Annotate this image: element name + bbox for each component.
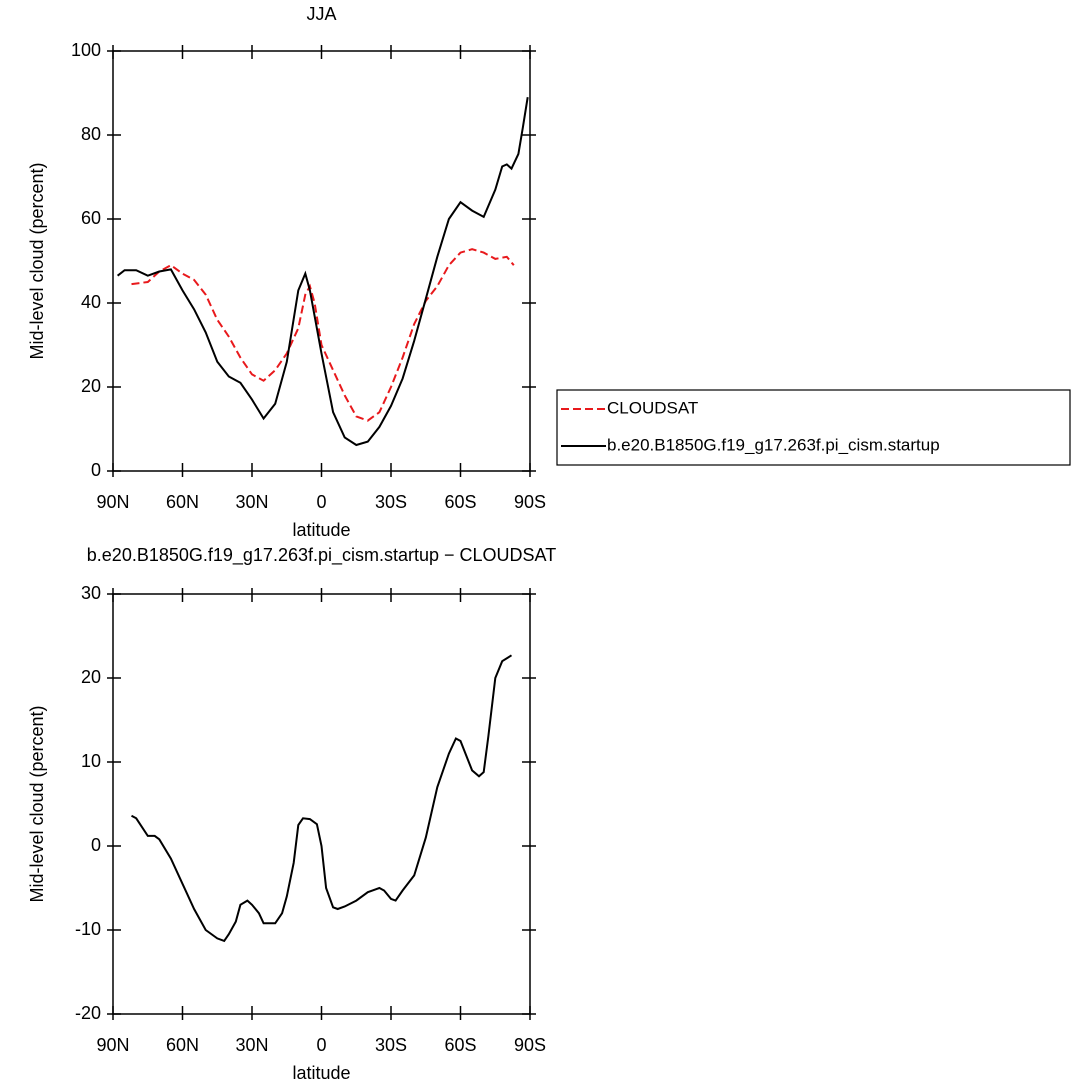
- x-tick-label: 60S: [444, 1035, 476, 1055]
- chart-title: JJA: [306, 4, 336, 24]
- x-tick-label: 30S: [375, 1035, 407, 1055]
- y-tick-label: 10: [81, 751, 101, 771]
- x-tick-label: 60N: [166, 492, 199, 512]
- y-tick-label: 0: [91, 460, 101, 480]
- y-tick-label: 30: [81, 583, 101, 603]
- y-tick-label: 100: [71, 40, 101, 60]
- plot-frame: [112, 50, 531, 472]
- plot-frame: [112, 593, 531, 1015]
- y-tick-label: 20: [81, 667, 101, 687]
- y-tick-label: 80: [81, 124, 101, 144]
- x-tick-label: 0: [316, 492, 326, 512]
- x-tick-label: 90N: [96, 1035, 129, 1055]
- x-tick-label: 30N: [235, 1035, 268, 1055]
- data-line: [131, 248, 515, 422]
- x-axis-label: latitude: [292, 1063, 350, 1083]
- y-tick-label: -10: [75, 919, 101, 939]
- y-tick-label: 40: [81, 292, 101, 312]
- y-tick-label: -20: [75, 1003, 101, 1023]
- x-tick-label: 60S: [444, 492, 476, 512]
- data-line: [131, 654, 513, 943]
- x-tick-label: 60N: [166, 1035, 199, 1055]
- chart-title: b.e20.B1850G.f19_g17.263f.pi_cism.startu…: [87, 545, 556, 566]
- legend-label: CLOUDSAT: [607, 398, 698, 417]
- x-tick-label: 90S: [514, 492, 546, 512]
- x-axis-label: latitude: [292, 520, 350, 540]
- x-tick-label: 90S: [514, 1035, 546, 1055]
- y-axis-label: Mid-level cloud (percent): [27, 705, 47, 902]
- y-tick-label: 20: [81, 376, 101, 396]
- legend-label: b.e20.B1850G.f19_g17.263f.pi_cism.startu…: [607, 435, 940, 454]
- x-tick-label: 90N: [96, 492, 129, 512]
- x-tick-label: 30S: [375, 492, 407, 512]
- legend-box: [556, 389, 1071, 466]
- y-tick-label: 60: [81, 208, 101, 228]
- x-tick-label: 30N: [235, 492, 268, 512]
- data-line: [116, 97, 529, 447]
- x-tick-label: 0: [316, 1035, 326, 1055]
- y-tick-label: 0: [91, 835, 101, 855]
- y-axis-label: Mid-level cloud (percent): [27, 162, 47, 359]
